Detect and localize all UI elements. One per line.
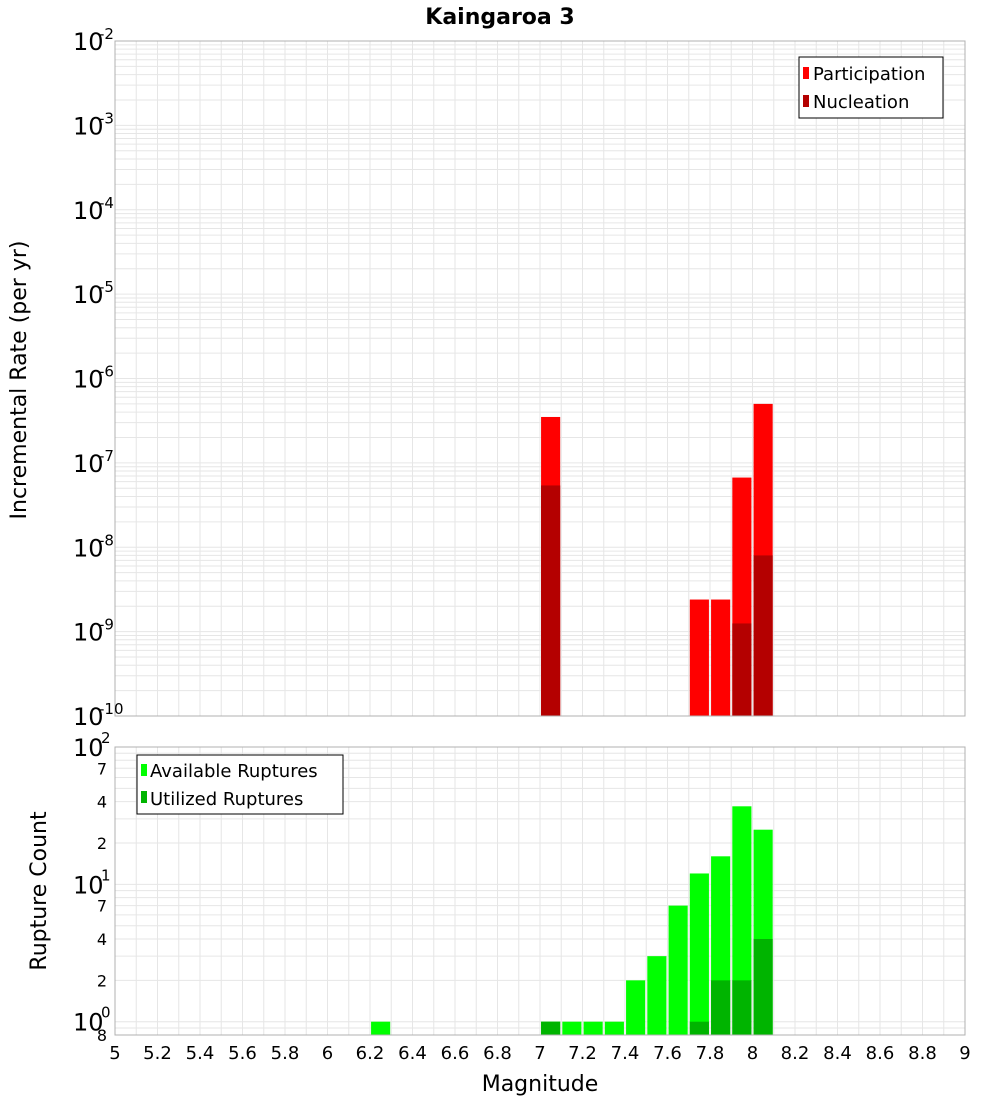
- y-tick-label: 10: [73, 450, 104, 478]
- x-tick-label: 8.2: [781, 1043, 810, 1064]
- y-tick-label: 10: [73, 534, 104, 562]
- available-ruptures-bar: [562, 1021, 582, 1035]
- nucleation-bar: [753, 555, 773, 716]
- utilized-ruptures-bars: [541, 939, 773, 1035]
- x-tick-label: 6.2: [356, 1043, 385, 1064]
- x-tick-label: 7.6: [653, 1043, 682, 1064]
- y-tick-exponent: -9: [99, 616, 114, 634]
- y-tick-exponent: -10: [99, 700, 124, 718]
- y-tick-label: 10: [73, 366, 104, 394]
- top-grid: [114, 41, 966, 717]
- x-tick-label: 6.8: [483, 1043, 512, 1064]
- x-tick-label: 8.4: [823, 1043, 852, 1064]
- x-tick-label: 7.8: [696, 1043, 725, 1064]
- y-tick-exponent: -4: [99, 194, 114, 212]
- x-tick-label: 6.4: [398, 1043, 427, 1064]
- y-tick-exponent: -6: [99, 363, 114, 381]
- y-tick-label: 2: [97, 834, 107, 853]
- x-tick-label: 6: [322, 1043, 333, 1064]
- legend-swatch-available: [141, 764, 147, 776]
- x-tick-label: 8: [747, 1043, 758, 1064]
- participation-bar: [711, 599, 731, 716]
- y-tick-exponent: 2: [101, 729, 111, 747]
- x-tick-label: 5.8: [271, 1043, 300, 1064]
- legend-nucleation: Nucleation: [813, 92, 909, 113]
- top-plot-border: [114, 40, 966, 717]
- chart-title: Kaingaroa 3: [425, 5, 574, 30]
- available-ruptures-bar: [371, 1021, 391, 1035]
- y-tick-label: 10: [73, 871, 104, 899]
- utilized-ruptures-bar: [753, 939, 773, 1035]
- available-ruptures-bar: [668, 905, 688, 1035]
- x-tick-label: 8.6: [866, 1043, 895, 1064]
- y-tick-exponent: 1: [101, 866, 111, 884]
- y-tick-exponent: -2: [99, 25, 114, 43]
- x-tick-label: 5.6: [228, 1043, 257, 1064]
- available-ruptures-bar: [732, 806, 752, 1035]
- legend-swatch-utilized: [141, 791, 147, 803]
- x-tick-label: 9: [959, 1043, 970, 1064]
- available-ruptures-bar: [647, 956, 667, 1035]
- y-tick-label: 10: [73, 197, 104, 225]
- legend-available: Available Ruptures: [150, 761, 318, 782]
- nucleation-bar: [541, 485, 561, 716]
- utilized-ruptures-bar: [732, 980, 752, 1035]
- y-tick-label: 10: [73, 28, 104, 56]
- available-ruptures-bar: [689, 873, 709, 1035]
- bottom-legend-box: [136, 754, 344, 815]
- legend-swatch-nucleation: [803, 95, 809, 107]
- top-y-axis-label: Incremental Rate (per yr): [7, 241, 32, 520]
- utilized-ruptures-bar: [689, 1021, 709, 1035]
- y-tick-label: 10: [73, 1009, 104, 1037]
- y-tick-exponent: -3: [99, 109, 114, 127]
- available-ruptures-bar: [604, 1021, 624, 1035]
- y-tick-label: 7: [97, 897, 107, 916]
- x-tick-label: 7: [534, 1043, 545, 1064]
- nucleation-bar: [732, 623, 752, 716]
- y-tick-exponent: -8: [99, 531, 114, 549]
- legend-participation: Participation: [813, 64, 925, 85]
- y-tick-label: 8: [97, 1026, 107, 1045]
- top-legend: Participation Nucleation: [798, 56, 944, 119]
- x-tick-label: 7.2: [568, 1043, 597, 1064]
- y-tick-label: 10: [73, 703, 104, 731]
- x-axis-label: Magnitude: [482, 1072, 599, 1097]
- y-tick-exponent: -7: [99, 447, 114, 465]
- utilized-ruptures-bar: [541, 1021, 561, 1035]
- available-ruptures-bars: [371, 806, 773, 1035]
- y-tick-label: 4: [97, 930, 107, 949]
- x-tick-label: 5.2: [143, 1043, 172, 1064]
- x-tick-label: 5.4: [186, 1043, 215, 1064]
- y-tick-label: 10: [73, 281, 104, 309]
- x-tick-label: 5: [109, 1043, 120, 1064]
- y-tick-exponent: -5: [99, 278, 114, 296]
- x-tick-label: 8.8: [908, 1043, 937, 1064]
- top-legend-box: [798, 56, 944, 119]
- utilized-ruptures-bar: [711, 980, 731, 1035]
- y-tick-label: 10: [73, 112, 104, 140]
- participation-bar: [689, 599, 709, 716]
- y-tick-label: 4: [97, 793, 107, 812]
- y-tick-label: 2: [97, 971, 107, 990]
- x-tick-label: 7.4: [611, 1043, 640, 1064]
- bottom-y-axis-label: Rupture Count: [27, 811, 52, 971]
- bottom-legend: Available Ruptures Utilized Ruptures: [136, 754, 344, 815]
- bottom-plot-border: [114, 746, 966, 1036]
- available-ruptures-bar: [583, 1021, 603, 1035]
- legend-swatch-participation: [803, 67, 809, 79]
- y-tick-exponent: 0: [101, 1004, 111, 1022]
- y-tick-label: 7: [97, 759, 107, 778]
- y-tick-label: 10: [73, 734, 104, 762]
- available-ruptures-bar: [626, 980, 646, 1035]
- legend-utilized: Utilized Ruptures: [150, 789, 303, 810]
- y-tick-label: 10: [73, 619, 104, 647]
- x-tick-label: 6.6: [441, 1043, 470, 1064]
- x-tick-labels: 5 5.2 5.4 5.6 5.8 6 6.2 6.4 6.6 6.8 7 7.2 7.4 7.6 7.8 8…: [109, 1043, 970, 1064]
- nucleation-bars: [541, 485, 773, 716]
